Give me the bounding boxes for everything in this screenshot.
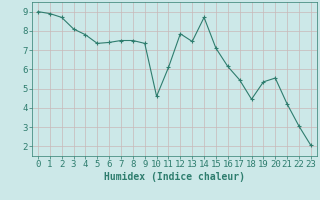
X-axis label: Humidex (Indice chaleur): Humidex (Indice chaleur)	[104, 172, 245, 182]
